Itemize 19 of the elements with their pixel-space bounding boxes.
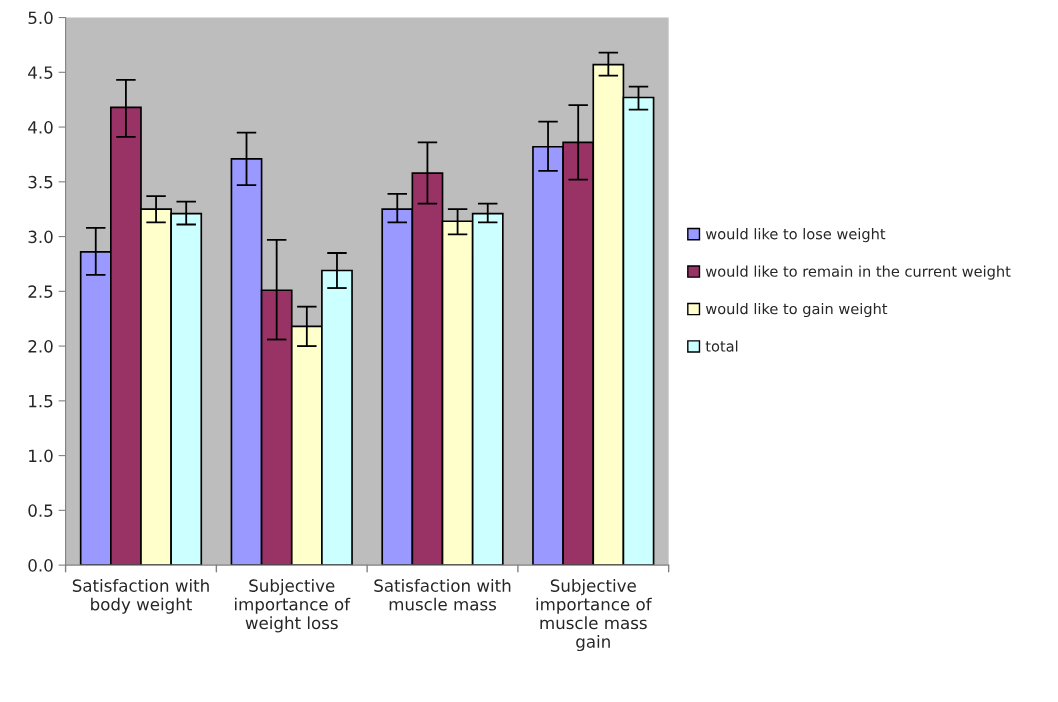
y-tick-label: 3.5 (28, 175, 53, 189)
legend-label: would like to remain in the current weight (705, 265, 1011, 280)
x-tick-label: Satisfaction with muscle mass (374, 579, 511, 611)
x-tick-label: Satisfaction with body weight (72, 579, 209, 614)
y-tick-label: 1.0 (29, 449, 53, 463)
y-tick-label: 3.0 (28, 230, 53, 244)
y-tick-label: 4.5 (28, 66, 53, 79)
y-tick-label: 5.0 (28, 11, 53, 25)
y-tick-label: 4.0 (28, 121, 53, 134)
y-tick-label: 2.5 (28, 285, 53, 298)
x-tick-label: Subjective importance of muscle mass gain (536, 579, 652, 652)
legend-label: would like to gain weight (705, 303, 888, 318)
y-tick-label: 0.5 (28, 504, 53, 517)
y-tick-label: 2.0 (28, 340, 53, 353)
legend-label: total (705, 340, 738, 352)
x-tick-label: Subjective importance of weight loss (235, 579, 351, 633)
legend-label: would like to lose weight (705, 228, 886, 243)
y-tick-label: 1.5 (29, 395, 53, 408)
y-tick-label: 0.0 (28, 559, 53, 572)
